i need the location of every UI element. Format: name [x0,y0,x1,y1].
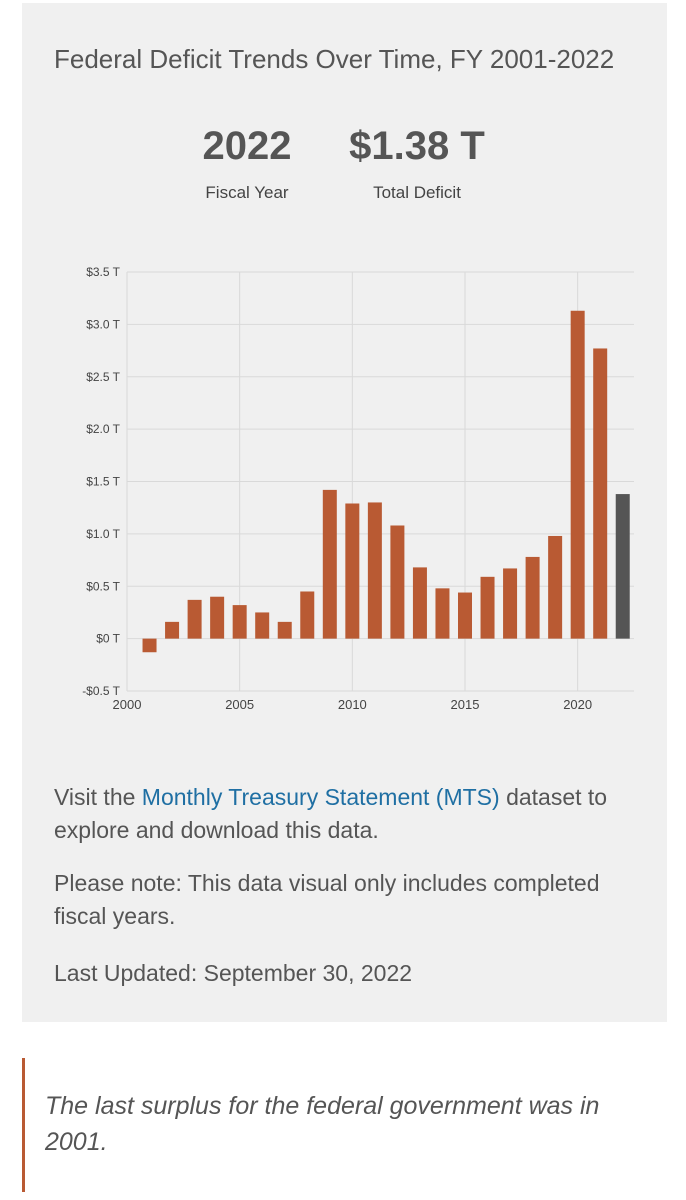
bar-2012 [390,525,405,639]
deficit-bar-chart: -$0.5 T $0 T $0.5 T $1.0 T $1.5 T $2.0 T $2.5 … [82,265,634,712]
bar-2014 [435,588,450,639]
chart-title: Federal Deficit Trends Over Time, FY 200… [54,44,615,74]
x-tick-label: 2015 [451,697,480,712]
y-tick-label: $0.5 T [86,579,120,593]
bar-2007 [277,621,292,639]
y-tick-label: $1.0 T [86,527,120,541]
x-tick-label: 2005 [225,697,254,712]
bar-2017 [503,568,518,639]
bar-2009 [322,489,337,639]
visit-prefix: Visit the [54,784,142,810]
x-tick-label: 2020 [563,697,592,712]
fiscal-year-value: 2022 [202,124,292,168]
fiscal-year-stat: 2022 Fiscal Year [172,123,322,203]
quote-text: The last surplus for the federal governm… [45,1092,600,1156]
y-tick-label: $2.0 T [86,422,120,436]
x-tick-label: 2010 [338,697,367,712]
total-deficit-label: Total Deficit [373,183,461,202]
x-tick-label: 2000 [113,697,142,712]
y-tick-label: $0 T [96,632,120,646]
bar-2010 [345,503,360,639]
bar-2022 [615,494,630,639]
last-updated-text: Last Updated: September 30, 2022 [54,960,413,986]
y-tick-label: $3.5 T [86,265,120,279]
deficit-card: Federal Deficit Trends Over Time, FY 200… [22,3,667,1022]
total-deficit-value: $1.38 T [349,124,485,168]
bar-2011 [367,502,382,639]
bar-2018 [525,556,540,639]
total-deficit-stat: $1.38 T Total Deficit [337,123,497,203]
bar-2020 [570,310,585,639]
bar-2005 [232,605,247,639]
mts-dataset-link[interactable]: Monthly Treasury Statement (MTS) [141,784,500,810]
bar-2008 [300,591,315,639]
bar-2003 [187,599,202,639]
bar-2016 [480,576,495,639]
visit-suffix: dataset to explore and download this dat… [54,784,608,843]
y-tick-label: -$0.5 T [82,684,120,698]
bar-2021 [593,348,608,639]
bar-2006 [255,612,270,639]
bar-2002 [165,621,180,639]
bar-2015 [458,592,472,639]
y-tick-label: $2.5 T [86,370,120,384]
bar-2004 [210,596,225,639]
bar-2019 [548,535,563,639]
surplus-quote: The last surplus for the federal governm… [22,1058,665,1192]
please-note-text: Please note: This data visual only inclu… [54,870,600,929]
y-tick-label: $3.0 T [86,317,120,331]
bar-2013 [412,567,427,639]
y-tick-label: $1.5 T [86,475,120,489]
visit-paragraph: Visit the Monthly Treasury Statement (MT… [54,781,654,847]
fiscal-year-label: Fiscal Year [205,183,289,202]
bar-2001 [142,638,157,653]
